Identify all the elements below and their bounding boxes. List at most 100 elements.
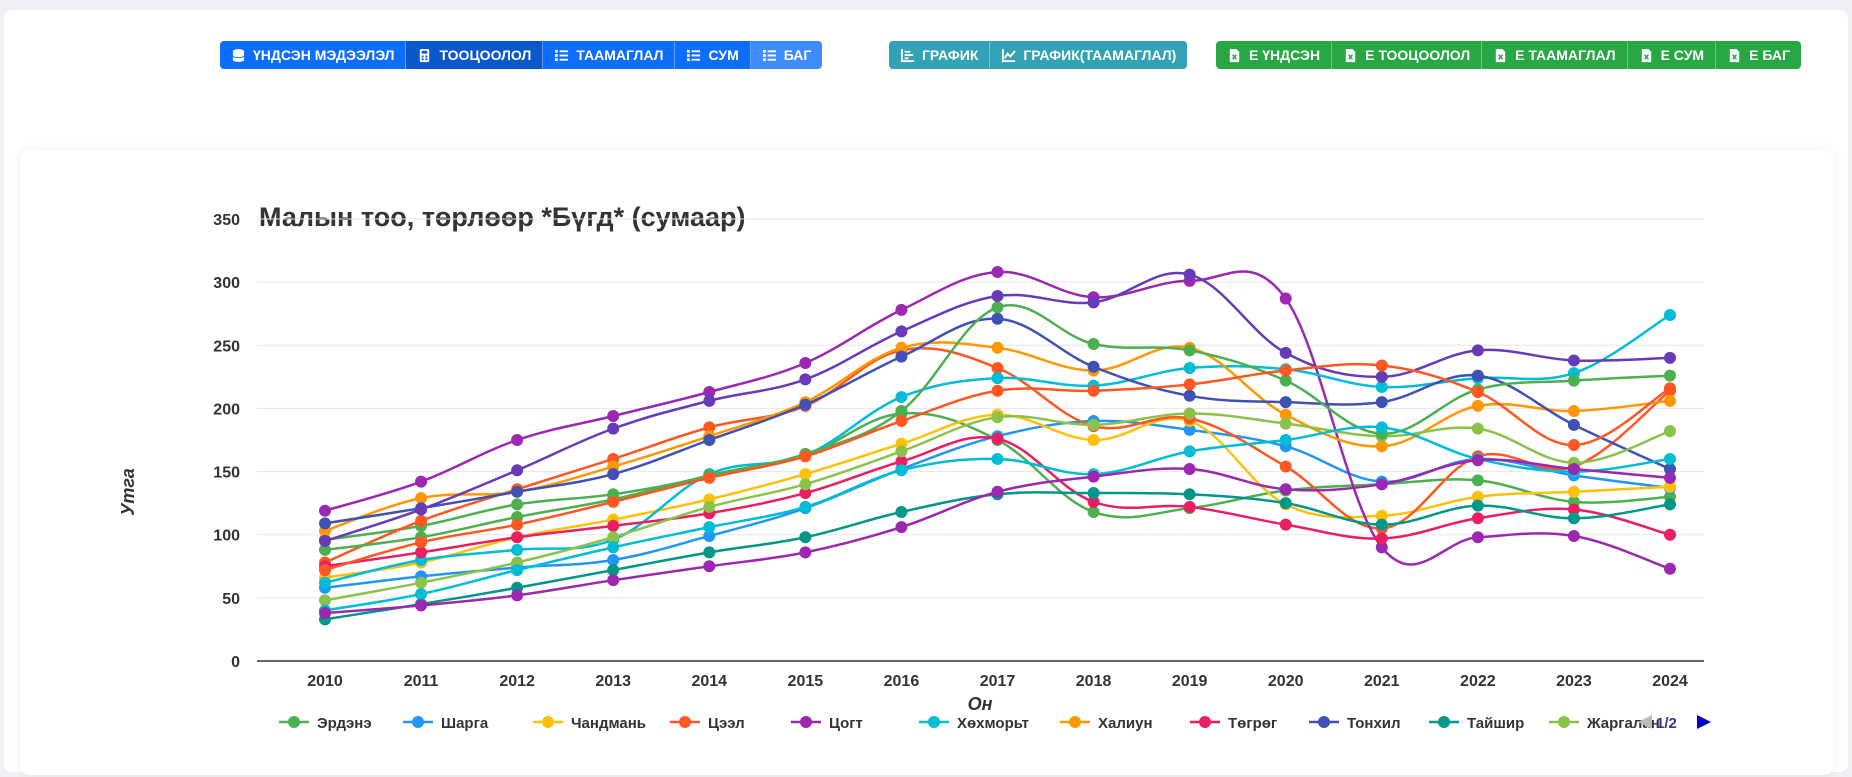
data-point[interactable] <box>799 546 812 559</box>
data-point[interactable] <box>799 487 812 500</box>
data-point[interactable] <box>799 478 812 491</box>
data-point[interactable] <box>895 391 908 404</box>
data-point[interactable] <box>607 422 620 435</box>
legend-item[interactable]: Төгрөг <box>1190 715 1277 732</box>
data-point[interactable] <box>415 546 428 559</box>
data-point[interactable] <box>607 531 620 544</box>
legend-item[interactable]: Цээл <box>670 715 745 732</box>
data-point[interactable] <box>1471 386 1484 399</box>
data-point[interactable] <box>1375 541 1388 554</box>
data-point[interactable] <box>319 504 331 517</box>
data-point[interactable] <box>1567 529 1580 542</box>
data-point[interactable] <box>799 356 812 369</box>
data-point[interactable] <box>607 553 620 566</box>
forecast-button[interactable]: ТААМАГЛАЛ <box>543 41 676 69</box>
chart-button[interactable]: ГРАФИК <box>889 41 991 69</box>
data-point[interactable] <box>1567 485 1580 498</box>
data-point[interactable] <box>1279 417 1292 430</box>
data-point[interactable] <box>319 607 331 620</box>
data-point[interactable] <box>511 485 524 498</box>
data-point[interactable] <box>415 503 428 516</box>
data-point[interactable] <box>799 500 812 513</box>
data-point[interactable] <box>1471 369 1484 382</box>
data-point[interactable] <box>1183 488 1196 501</box>
data-point[interactable] <box>1279 396 1292 409</box>
data-point[interactable] <box>799 373 812 386</box>
data-point[interactable] <box>1375 396 1388 409</box>
data-point[interactable] <box>895 325 908 338</box>
data-point[interactable] <box>1664 528 1676 541</box>
data-point[interactable] <box>1183 407 1196 420</box>
data-point[interactable] <box>607 495 620 508</box>
data-point[interactable] <box>1087 360 1100 373</box>
data-point[interactable] <box>319 564 331 577</box>
data-point[interactable] <box>511 531 524 544</box>
data-point[interactable] <box>1471 422 1484 435</box>
data-point[interactable] <box>511 564 524 577</box>
data-point[interactable] <box>895 464 908 477</box>
data-point[interactable] <box>1664 480 1676 493</box>
data-point[interactable] <box>1567 503 1580 516</box>
data-point[interactable] <box>607 564 620 577</box>
data-point[interactable] <box>1567 418 1580 431</box>
data-point[interactable] <box>1375 478 1388 491</box>
data-point[interactable] <box>1664 498 1676 511</box>
data-point[interactable] <box>799 468 812 481</box>
data-point[interactable] <box>1087 505 1100 518</box>
data-point[interactable] <box>1471 490 1484 503</box>
legend-next-arrow-icon[interactable] <box>1697 715 1711 729</box>
legend-item[interactable]: Эрдэнэ <box>279 715 372 732</box>
bag-button[interactable]: БАГ <box>750 41 823 69</box>
data-point[interactable] <box>415 588 428 601</box>
data-point[interactable] <box>991 411 1004 424</box>
data-point[interactable] <box>511 434 524 446</box>
legend-item[interactable]: Цогт <box>791 715 863 732</box>
data-point[interactable] <box>607 410 620 423</box>
data-point[interactable] <box>607 541 620 554</box>
data-point[interactable] <box>991 301 1004 314</box>
data-point[interactable] <box>1471 344 1484 357</box>
data-point[interactable] <box>1279 292 1292 305</box>
data-point[interactable] <box>895 445 908 458</box>
data-point[interactable] <box>1183 268 1196 281</box>
data-point[interactable] <box>1183 463 1196 476</box>
data-point[interactable] <box>703 560 716 573</box>
data-point[interactable] <box>1279 483 1292 496</box>
data-point[interactable] <box>1471 454 1484 467</box>
data-point[interactable] <box>1664 369 1676 382</box>
data-point[interactable] <box>1664 394 1676 407</box>
data-point[interactable] <box>1664 351 1676 364</box>
data-point[interactable] <box>799 450 812 463</box>
legend-item[interactable]: Чандмань <box>533 715 646 732</box>
data-point[interactable] <box>1183 500 1196 513</box>
excel-bag-button[interactable]: Е БАГ <box>1716 41 1801 69</box>
data-point[interactable] <box>703 471 716 484</box>
data-point[interactable] <box>1664 562 1676 575</box>
data-point[interactable] <box>1087 434 1100 446</box>
data-point[interactable] <box>1279 460 1292 473</box>
legend-item[interactable]: Шарга <box>403 715 489 732</box>
data-point[interactable] <box>415 536 428 549</box>
data-point[interactable] <box>319 517 331 530</box>
data-point[interactable] <box>1664 425 1676 438</box>
data-point[interactable] <box>1087 384 1100 397</box>
data-point[interactable] <box>703 500 716 513</box>
data-point[interactable] <box>1183 378 1196 391</box>
data-point[interactable] <box>1375 509 1388 522</box>
data-point[interactable] <box>319 594 331 607</box>
data-point[interactable] <box>895 415 908 428</box>
data-point[interactable] <box>895 350 908 363</box>
basic-info-button[interactable]: ҮНДСЭН МЭДЭЭЛЭЛ <box>220 41 407 69</box>
data-point[interactable] <box>1471 474 1484 487</box>
data-point[interactable] <box>991 372 1004 385</box>
data-point[interactable] <box>991 384 1004 397</box>
data-point[interactable] <box>703 434 716 446</box>
sum-button[interactable]: СУМ <box>675 41 751 69</box>
data-point[interactable] <box>895 455 908 468</box>
data-point[interactable] <box>1279 408 1292 421</box>
data-point[interactable] <box>1567 374 1580 387</box>
data-point[interactable] <box>415 492 428 505</box>
data-point[interactable] <box>415 514 428 527</box>
data-point[interactable] <box>1279 374 1292 387</box>
data-point[interactable] <box>1375 518 1388 531</box>
